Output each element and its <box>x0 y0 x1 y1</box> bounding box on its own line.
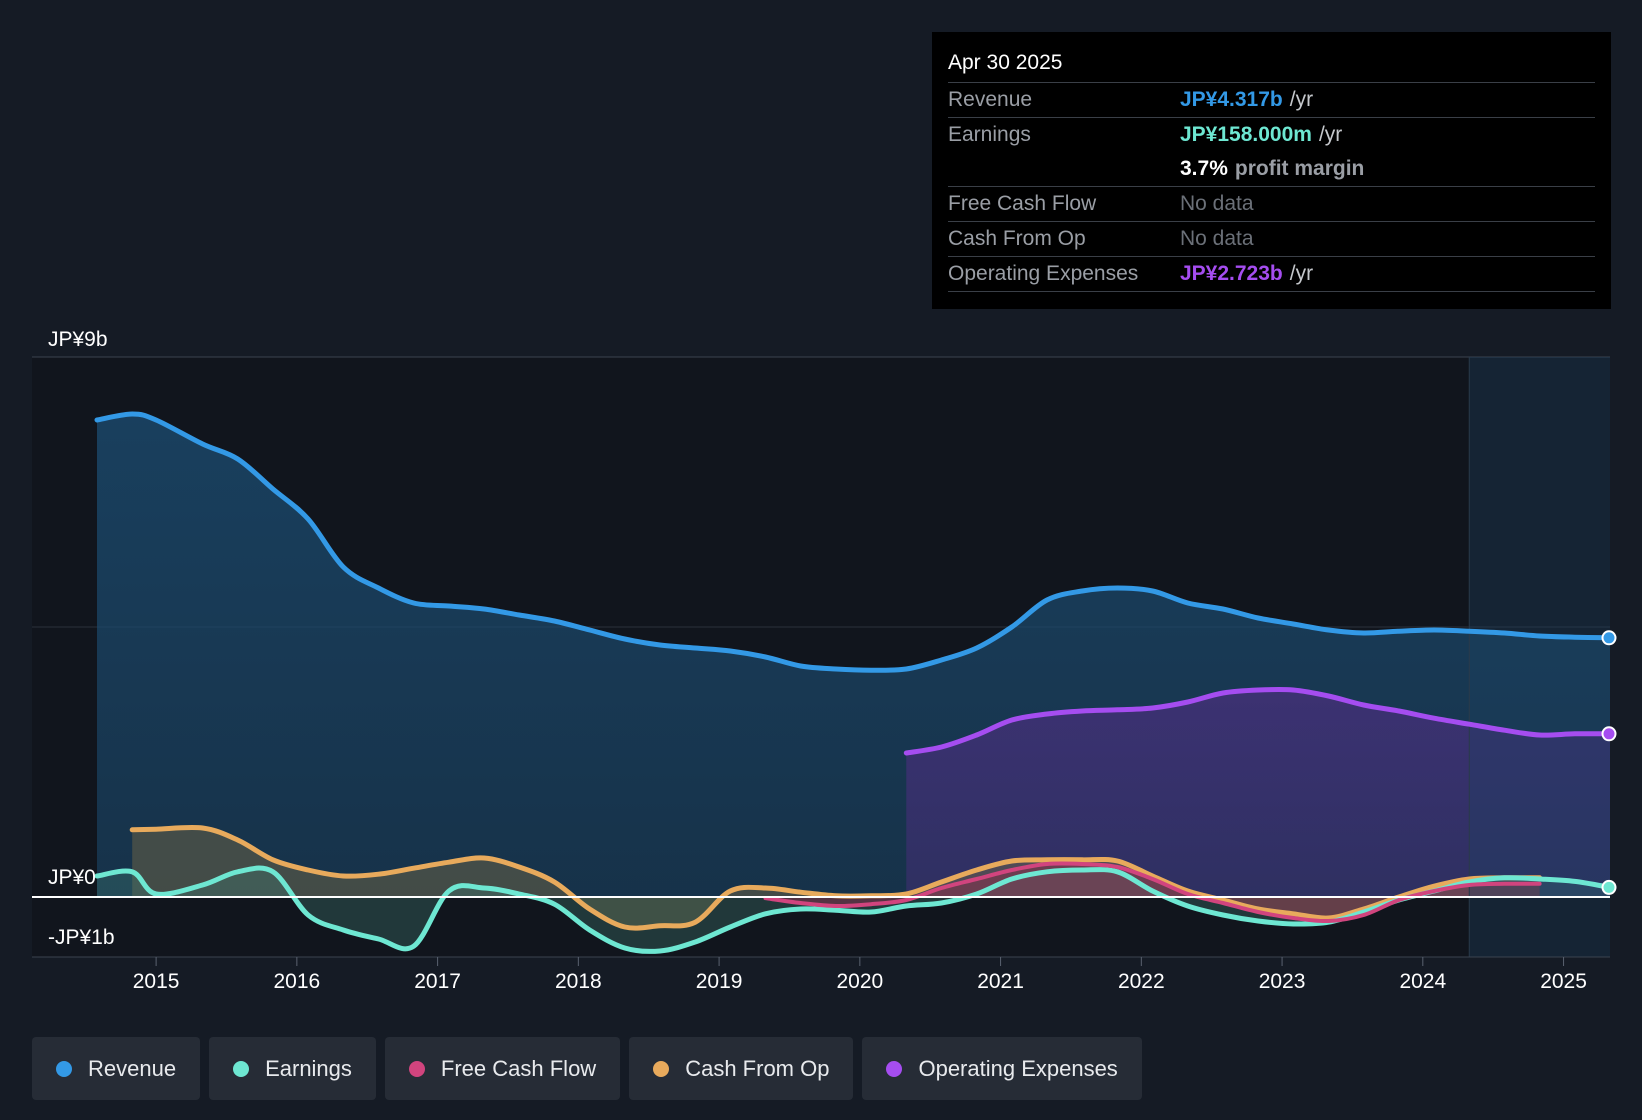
tooltip-value: JP¥4.317b <box>1180 88 1283 111</box>
line-opex <box>903 686 1610 756</box>
tooltip-value: No data <box>1180 192 1254 215</box>
endpoint-earnings <box>1601 879 1617 895</box>
endpoint-opex <box>1601 726 1617 742</box>
x-tick-label: 2019 <box>696 970 743 993</box>
y-axis-labels: JP¥9b JP¥0 -JP¥1b <box>48 328 115 949</box>
tooltip-value: JP¥2.723b <box>1180 262 1283 285</box>
data-tooltip: Apr 30 2025 Revenue JP¥4.317b/yr Earning… <box>932 32 1611 309</box>
legend-item-operating-expenses[interactable]: Operating Expenses <box>862 1037 1142 1100</box>
legend-dot-icon <box>56 1060 72 1077</box>
area-opex <box>906 689 1610 897</box>
tooltip-unit: profit margin <box>1234 157 1365 180</box>
legend-label: Operating Expenses <box>918 1055 1118 1081</box>
line-earnings <box>94 865 1610 954</box>
legend-dot-icon <box>408 1060 425 1077</box>
legend-dot-icon <box>233 1060 250 1077</box>
tooltip-row-opex: Operating Expenses JP¥2.723b/yr <box>948 256 1595 292</box>
legend-dot-icon <box>886 1060 903 1077</box>
series-endpoints <box>1601 630 1617 895</box>
tooltip-label: Earnings <box>948 123 1031 146</box>
legend-item-free-cash-flow[interactable]: Free Cash Flow <box>384 1037 621 1100</box>
legend-item-earnings[interactable]: Earnings <box>209 1037 376 1100</box>
x-tick-label: 2016 <box>273 970 320 993</box>
tooltip-unit: /yr <box>1289 88 1314 111</box>
x-axis: 2015 2016 2017 2018 2019 2020 2021 2022 2023 2024… <box>32 956 1610 993</box>
series-lines <box>94 411 1610 954</box>
tooltip-row-fcf: Free Cash Flow No data <box>948 186 1595 221</box>
x-tick-label: 2021 <box>977 970 1024 993</box>
x-tick-label: 2018 <box>555 970 602 993</box>
x-tick-label: 2017 <box>414 970 461 993</box>
tooltip-value: JP¥158.000m <box>1180 123 1312 146</box>
tooltip-row-earnings: Earnings JP¥158.000m/yr <box>948 117 1595 152</box>
x-tick-label: 2015 <box>133 970 180 993</box>
legend-dot-icon <box>653 1060 670 1077</box>
tooltip-unit: /yr <box>1289 262 1314 285</box>
tooltip-unit: /yr <box>1318 123 1343 146</box>
legend: Revenue Earnings Free Cash Flow Cash Fro… <box>32 1037 1142 1100</box>
legend-label: Free Cash Flow <box>440 1055 597 1081</box>
legend-label: Cash From Op <box>685 1055 830 1081</box>
line-revenue <box>94 411 1610 673</box>
tooltip-value: No data <box>1180 227 1254 250</box>
y-tick-label: JP¥9b <box>48 328 108 351</box>
tooltip-label: Operating Expenses <box>948 262 1139 285</box>
tooltip-date: Apr 30 2025 <box>948 51 1063 74</box>
tooltip-label: Cash From Op <box>948 227 1086 250</box>
legend-item-revenue[interactable]: Revenue <box>32 1037 201 1100</box>
endpoint-revenue <box>1601 630 1617 646</box>
tooltip-row-revenue: Revenue JP¥4.317b/yr <box>948 82 1595 117</box>
tooltip-label: Revenue <box>948 88 1033 111</box>
x-tick-label: 2022 <box>1118 970 1165 993</box>
tooltip-row-cfo: Cash From Op No data <box>948 221 1595 256</box>
legend-item-cash-from-op[interactable]: Cash From Op <box>629 1037 854 1100</box>
y-tick-label: -JP¥1b <box>48 926 115 949</box>
legend-label: Earnings <box>265 1055 352 1081</box>
forecast-region <box>1469 357 1610 957</box>
legend-label: Revenue <box>88 1055 177 1081</box>
y-tick-label: JP¥0 <box>48 866 96 889</box>
tooltip-row-margin: 3.7% profit margin <box>948 152 1595 186</box>
x-tick-label: 2025 <box>1540 970 1587 993</box>
x-tick-label: 2024 <box>1399 970 1446 993</box>
tooltip-value: 3.7% <box>1180 157 1228 180</box>
tooltip-label: Free Cash Flow <box>948 192 1097 215</box>
line-cfo <box>129 824 1543 931</box>
x-tick-label: 2023 <box>1259 970 1306 993</box>
x-tick-label: 2020 <box>836 970 883 993</box>
area-cfo <box>132 827 1540 929</box>
